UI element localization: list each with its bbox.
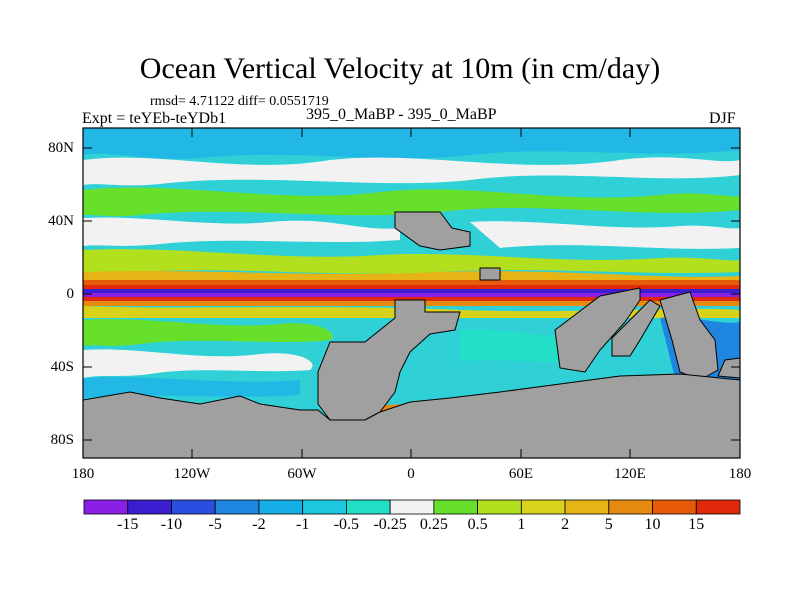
colorbar-swatch xyxy=(345,499,391,515)
season-label: DJF xyxy=(709,110,736,127)
colorbar-label: -15 xyxy=(117,516,139,533)
colorbar-label: 5 xyxy=(604,516,613,533)
field-band-equator xyxy=(83,289,740,293)
colorbar-label: 2 xyxy=(561,516,570,533)
field-band-north-2 xyxy=(83,157,740,186)
land-africa xyxy=(317,299,461,421)
y-label-40n: 40N xyxy=(48,213,74,229)
colorbar-swatch xyxy=(389,499,435,515)
colorbar-swatch xyxy=(433,499,479,515)
colorbar-label: -2 xyxy=(252,516,266,533)
field-band-equator-s2 xyxy=(83,297,740,301)
y-label-80n: 80N xyxy=(48,140,74,156)
land-east-edge xyxy=(717,357,740,379)
y-label-40s: 40S xyxy=(50,359,74,375)
field-band-south-3 xyxy=(83,377,300,398)
colorbar-label: -1 xyxy=(295,516,310,533)
map-field xyxy=(83,128,740,458)
colorbar-swatch xyxy=(608,499,653,515)
x-label-180w: 180 xyxy=(71,466,95,482)
x-label-0: 0 xyxy=(407,466,415,482)
colorbar-swatch xyxy=(695,499,741,515)
field-band-equator-n1 xyxy=(83,271,740,282)
land-continent-e2 xyxy=(611,299,661,357)
y-label-0: 0 xyxy=(66,286,75,302)
y-label-80s: 80S xyxy=(50,432,74,448)
x-label-60e: 60E xyxy=(508,466,534,482)
colorbar xyxy=(83,499,741,515)
field-band-south-4 xyxy=(460,329,580,362)
colorbar-label: 10 xyxy=(644,516,661,533)
cases-label: 395_0_MaBP - 395_0_MaBP xyxy=(306,106,497,123)
colorbar-label: -0.25 xyxy=(373,516,407,533)
x-label-120w: 120W xyxy=(173,466,211,482)
colorbar-label: 0.25 xyxy=(419,516,448,533)
land-island xyxy=(479,267,501,281)
x-label-180e: 180 xyxy=(728,466,752,482)
field-band-subtropic-n xyxy=(83,249,740,274)
field-band-equator-s1 xyxy=(83,293,740,297)
x-ticks xyxy=(191,128,631,458)
colorbar-swatch xyxy=(214,499,260,515)
field-band-equator-n3 xyxy=(83,285,740,289)
land-north xyxy=(394,211,471,251)
stats-text: rmsd= 4.71122 diff= 0.0551719 xyxy=(150,94,329,109)
colorbar-swatch xyxy=(477,499,522,515)
colorbar-label: 0.5 xyxy=(467,516,488,533)
field-band-north-3 xyxy=(83,187,740,217)
x-label-60w: 60W xyxy=(287,466,317,482)
colorbar-label: -10 xyxy=(160,516,183,533)
field-band-equator-n2 xyxy=(83,280,740,285)
colorbar-label: -5 xyxy=(208,516,222,533)
colorbar-swatch xyxy=(83,499,129,515)
field-band-south-1 xyxy=(83,319,333,346)
colorbar-swatch xyxy=(258,499,304,515)
experiment-label: Expt = teYEb-teYDb1 xyxy=(82,110,227,127)
colorbar-swatch xyxy=(520,499,566,515)
colorbar-swatch xyxy=(302,499,347,515)
land-antarctica xyxy=(83,373,740,458)
field-band-north-4 xyxy=(83,217,400,246)
colorbar-label: -0.5 xyxy=(333,516,360,533)
map-title: Ocean Vertical Velocity at 10m (in cm/da… xyxy=(139,52,661,85)
y-ticks xyxy=(83,147,740,441)
colorbar-label: 15 xyxy=(688,516,705,533)
colorbar-swatch xyxy=(171,499,216,515)
field-band-south-2 xyxy=(83,349,313,378)
field-band-north-1 xyxy=(83,128,740,159)
field-band-north-5 xyxy=(470,221,740,249)
colorbar-label: 1 xyxy=(517,516,526,533)
colorbar-swatch xyxy=(564,499,610,515)
colorbar-swatch xyxy=(127,499,172,515)
colorbar-swatch xyxy=(652,499,697,515)
land-continent-e1 xyxy=(554,287,641,373)
x-label-120e: 120E xyxy=(614,466,646,482)
land-continent-e3 xyxy=(659,291,719,381)
